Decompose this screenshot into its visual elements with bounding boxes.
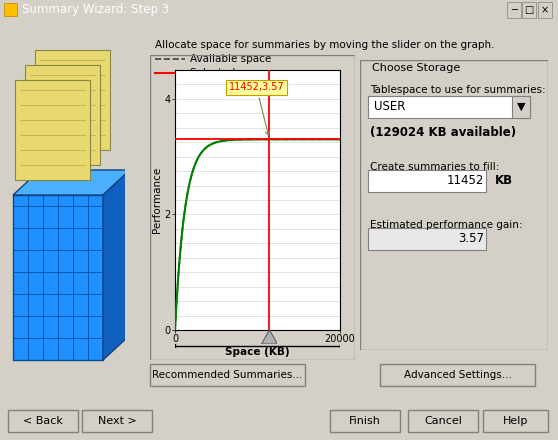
Bar bbox=[512, 96, 530, 118]
Text: □: □ bbox=[525, 5, 533, 15]
Bar bbox=[13, 195, 103, 360]
Text: Choose Storage: Choose Storage bbox=[372, 63, 460, 73]
Text: Tablespace to use for summaries:: Tablespace to use for summaries: bbox=[370, 85, 546, 95]
Bar bbox=[330, 410, 400, 432]
Bar bbox=[368, 96, 530, 118]
Bar bbox=[507, 2, 521, 18]
Text: Summary Wizard: Step 3: Summary Wizard: Step 3 bbox=[22, 4, 169, 16]
Text: Help: Help bbox=[503, 416, 528, 426]
Bar bbox=[35, 50, 110, 150]
Bar bbox=[522, 2, 536, 18]
Text: 3.57: 3.57 bbox=[458, 232, 484, 246]
Bar bbox=[368, 170, 486, 192]
Text: 11452,3.57: 11452,3.57 bbox=[229, 82, 284, 136]
Text: ─: ─ bbox=[511, 5, 517, 15]
Text: Create summaries to fill:: Create summaries to fill: bbox=[370, 162, 499, 172]
Polygon shape bbox=[103, 170, 130, 360]
Text: ▼: ▼ bbox=[517, 102, 525, 112]
Text: USER: USER bbox=[374, 100, 405, 114]
Text: Cancel: Cancel bbox=[424, 416, 462, 426]
Bar bbox=[4, 3, 17, 16]
Text: Recommended Summaries...: Recommended Summaries... bbox=[152, 370, 303, 380]
Bar bbox=[538, 2, 552, 18]
Text: < Back: < Back bbox=[23, 416, 63, 426]
Text: (129024 KB available): (129024 KB available) bbox=[370, 126, 516, 139]
Text: 11452: 11452 bbox=[446, 175, 484, 187]
Bar bbox=[82, 410, 152, 432]
X-axis label: Space (KB): Space (KB) bbox=[225, 347, 290, 357]
Text: KB: KB bbox=[495, 175, 513, 187]
Bar bbox=[150, 364, 305, 386]
Bar bbox=[15, 80, 90, 180]
Bar bbox=[408, 410, 478, 432]
Bar bbox=[483, 410, 548, 432]
Text: Estimated performance gain:: Estimated performance gain: bbox=[370, 220, 522, 230]
Bar bbox=[8, 410, 78, 432]
Text: Allocate space for summaries by moving the slider on the graph.: Allocate space for summaries by moving t… bbox=[155, 40, 494, 50]
Text: Available space: Available space bbox=[190, 54, 271, 64]
Polygon shape bbox=[13, 170, 130, 195]
Polygon shape bbox=[262, 330, 277, 344]
Bar bbox=[368, 228, 486, 250]
Text: Finish: Finish bbox=[349, 416, 381, 426]
Y-axis label: Performance: Performance bbox=[152, 167, 162, 233]
Text: Next >: Next > bbox=[98, 416, 136, 426]
Bar bbox=[25, 65, 100, 165]
Bar bbox=[380, 364, 535, 386]
Text: ×: × bbox=[541, 5, 549, 15]
Text: Advanced Settings...: Advanced Settings... bbox=[403, 370, 512, 380]
Text: Selected space: Selected space bbox=[190, 68, 269, 78]
